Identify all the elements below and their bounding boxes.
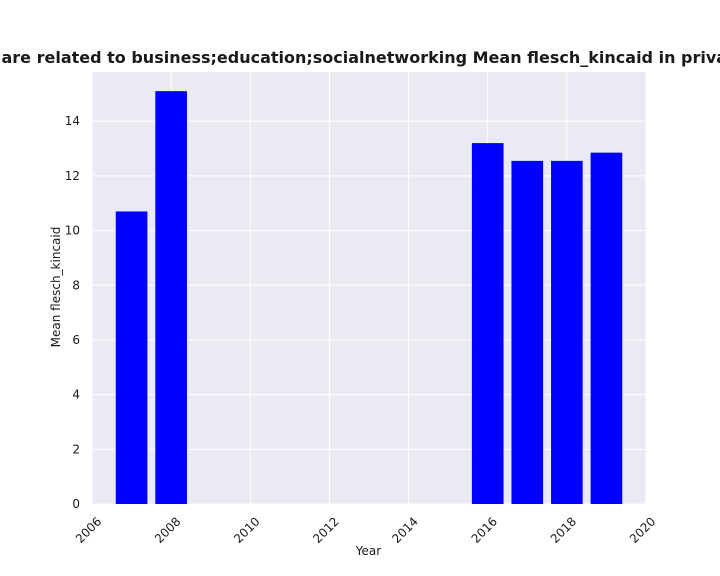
- bar-2017: [511, 160, 544, 504]
- x-axis-label: Year: [355, 544, 381, 558]
- x-tick-label: 2020: [627, 514, 658, 545]
- y-tick-label: 6: [72, 333, 80, 347]
- y-tick-label: 0: [72, 497, 80, 511]
- bar-series: [115, 91, 623, 504]
- y-tick-label: 12: [65, 169, 80, 183]
- bar-2008: [155, 91, 187, 504]
- x-tick-label: 2008: [152, 514, 183, 545]
- chart-title: Categories are related to business;educa…: [0, 48, 720, 67]
- x-axis-ticks: 2006 2008 2010 2012 2014 2016 2018 2020: [73, 514, 658, 545]
- x-tick-label: 2016: [469, 514, 500, 545]
- x-tick-label: 2014: [389, 514, 420, 545]
- bar-2007: [115, 211, 148, 504]
- bar-2016: [471, 143, 504, 504]
- y-tick-label: 4: [72, 388, 80, 402]
- x-tick-label: 2018: [548, 514, 579, 545]
- x-tick-label: 2006: [73, 514, 104, 545]
- bar-2018: [551, 160, 583, 504]
- y-tick-label: 10: [65, 224, 80, 238]
- y-tick-label: 2: [72, 442, 80, 456]
- y-tick-label: 8: [72, 278, 80, 292]
- x-tick-label: 2012: [310, 514, 341, 545]
- y-axis-ticks: 0 2 4 6 8 10 12 14: [65, 114, 80, 511]
- bar-2019: [590, 152, 623, 504]
- y-tick-label: 14: [65, 114, 80, 128]
- y-axis-label: Mean flesch_kincaid: [49, 227, 63, 348]
- x-tick-label: 2010: [231, 514, 262, 545]
